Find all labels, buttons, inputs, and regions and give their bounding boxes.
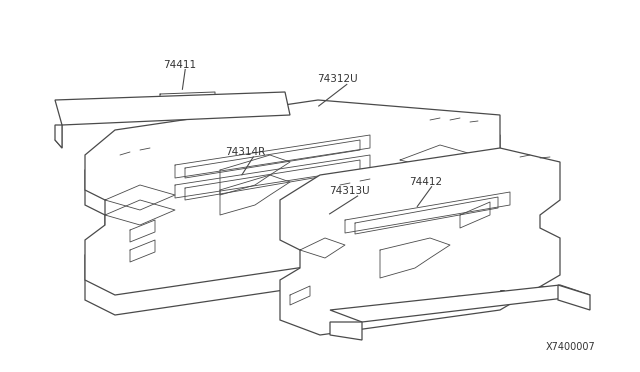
Text: 74312U: 74312U [317, 74, 357, 84]
Text: 74313U: 74313U [330, 186, 370, 196]
Polygon shape [330, 285, 590, 322]
Polygon shape [85, 120, 500, 315]
Text: 74412: 74412 [410, 177, 443, 187]
Polygon shape [55, 125, 62, 148]
Polygon shape [55, 92, 290, 125]
Polygon shape [85, 100, 500, 295]
Text: X7400007: X7400007 [545, 341, 595, 352]
Text: 74314R: 74314R [225, 147, 266, 157]
Polygon shape [558, 285, 590, 310]
Polygon shape [280, 148, 560, 335]
Polygon shape [330, 322, 362, 340]
Text: 74411: 74411 [163, 60, 196, 70]
